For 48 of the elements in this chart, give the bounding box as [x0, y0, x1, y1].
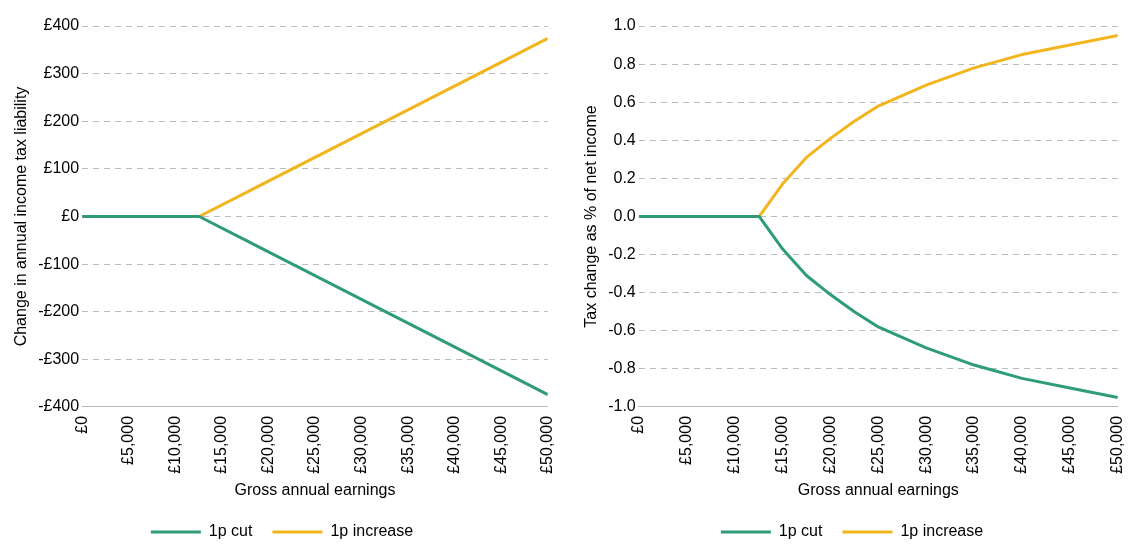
x-tick-label: £15,000: [212, 415, 230, 474]
y-axis-title: Change in annual income tax liability: [12, 86, 30, 347]
x-tick-label: £20,000: [258, 415, 276, 474]
x-tick-label: £25,000: [305, 415, 323, 474]
x-tick-label: £25,000: [868, 415, 886, 474]
x-tick-label: £40,000: [1012, 415, 1030, 474]
y-tick-label: 0.6: [613, 92, 636, 110]
y-tick-label: -£300: [38, 349, 80, 367]
y-tick-label: -0.2: [608, 244, 636, 262]
x-tick-label: £50,000: [538, 415, 556, 474]
y-tick-label: £200: [43, 111, 80, 129]
y-tick-label: 0.2: [613, 168, 636, 186]
y-tick-label: 0.0: [613, 206, 636, 224]
x-axis-title: Gross annual earnings: [797, 480, 959, 498]
y-tick-label: 0.8: [613, 54, 636, 72]
x-tick-label: £5,000: [677, 415, 695, 465]
x-tick-label: £45,000: [491, 415, 509, 474]
y-tick-label: -£400: [38, 397, 80, 415]
x-tick-label: £5,000: [119, 415, 137, 465]
y-tick-label: 1.0: [613, 16, 636, 34]
y-tick-label: £300: [43, 64, 80, 82]
x-tick-label: £35,000: [964, 415, 982, 474]
y-axis-title: Tax change as % of net income: [582, 105, 600, 328]
legend-label: 1p increase: [330, 522, 414, 540]
legend-label: 1p increase: [900, 522, 984, 540]
legend-label: 1p cut: [208, 522, 253, 540]
y-tick-label: -0.8: [608, 359, 636, 377]
y-tick-label: -1.0: [608, 397, 636, 415]
x-axis-title: Gross annual earnings: [234, 480, 396, 498]
y-tick-label: £0: [61, 206, 80, 224]
x-tick-label: £45,000: [1060, 415, 1078, 474]
x-tick-label: £35,000: [398, 415, 416, 474]
y-tick-label: £100: [43, 159, 80, 177]
y-tick-label: -0.4: [608, 283, 636, 301]
y-tick-label: -£200: [38, 302, 80, 320]
legend-label: 1p cut: [778, 522, 823, 540]
x-tick-label: £40,000: [445, 415, 463, 474]
x-tick-label: £10,000: [165, 415, 183, 474]
x-tick-label: £15,000: [772, 415, 790, 474]
y-tick-label: 0.4: [613, 130, 636, 148]
x-tick-label: £20,000: [820, 415, 838, 474]
y-tick-label: -0.6: [608, 321, 636, 339]
y-tick-label: £400: [43, 16, 80, 34]
x-tick-label: £10,000: [724, 415, 742, 474]
y-tick-label: -£100: [38, 254, 80, 272]
x-tick-label: £30,000: [916, 415, 934, 474]
x-tick-label: £50,000: [1108, 415, 1126, 474]
x-tick-label: £30,000: [351, 415, 369, 474]
